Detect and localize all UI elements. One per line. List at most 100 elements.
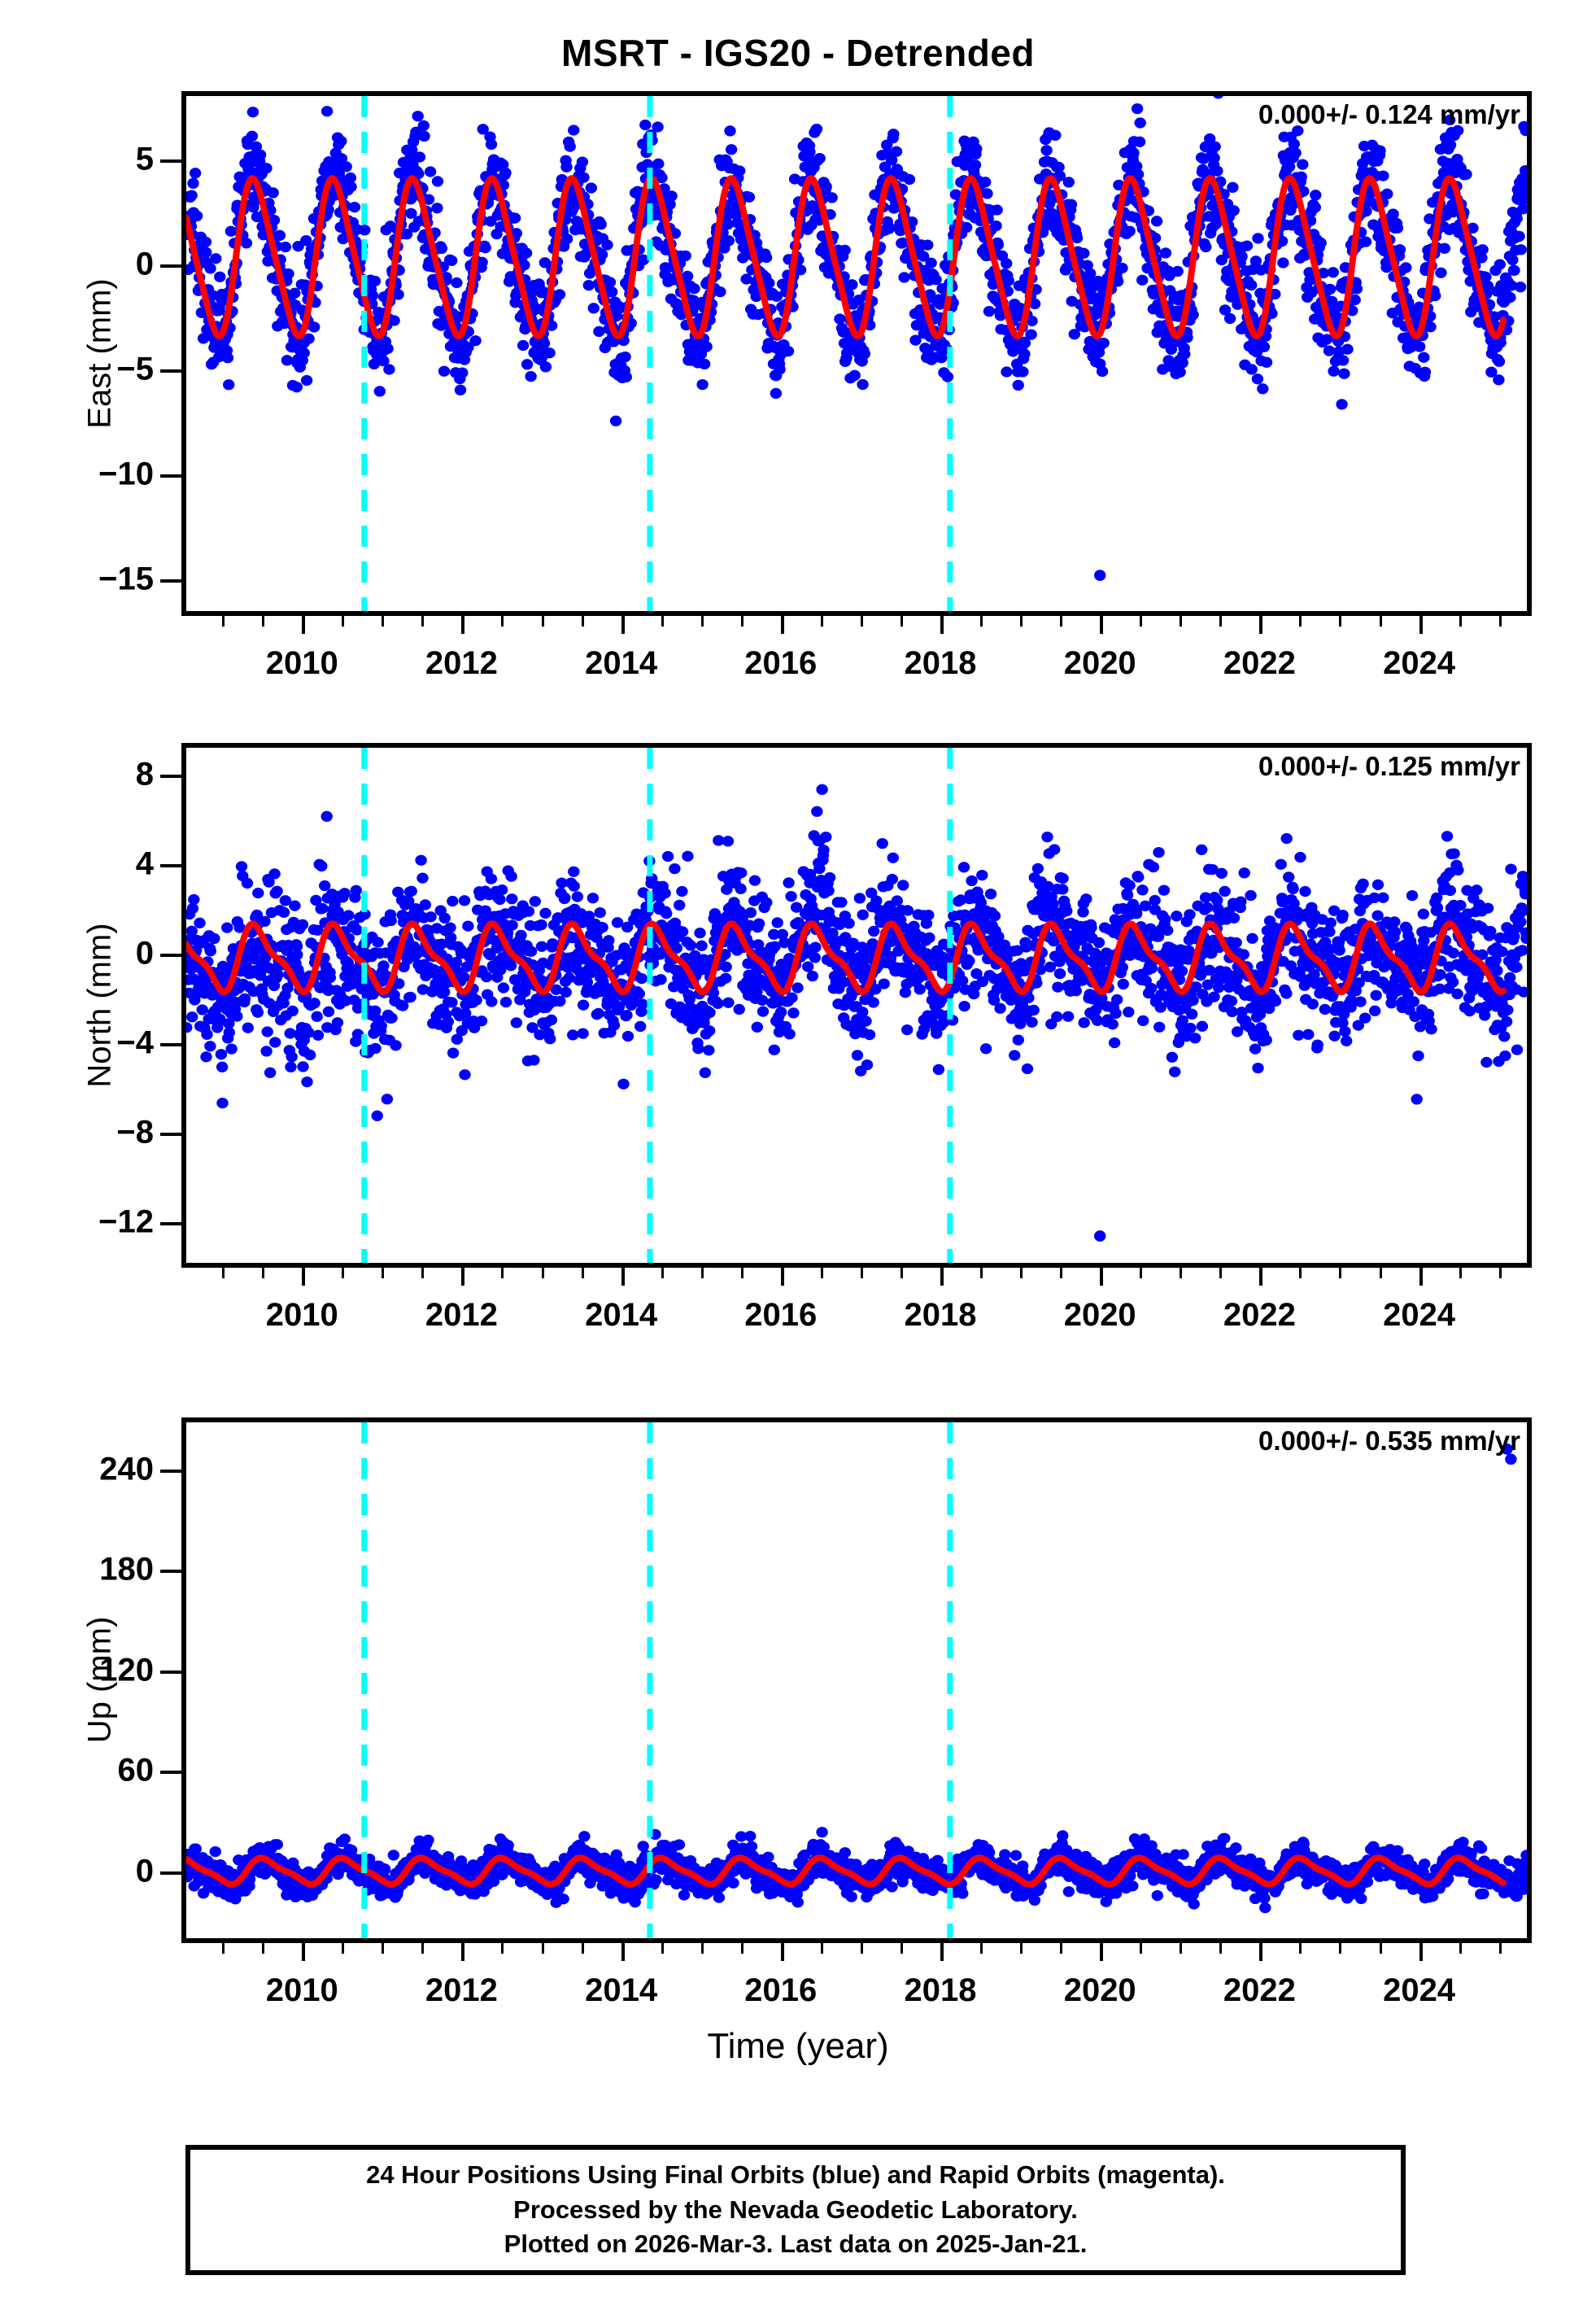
north-xtick-minor [342,1268,345,1278]
north-ytick [160,864,181,868]
up-xtick-minor [541,1943,544,1954]
east-xtick-minor [262,616,265,627]
up-xtick-minor [501,1943,504,1954]
east-xtick-major [1419,616,1423,634]
north-rate-annotation: 0.000+/- 0.125 mm/yr [1258,751,1520,781]
up-ytick-label: 120 [99,1652,154,1688]
east-series-canvas [186,96,1527,611]
north-xtick-minor [1060,1268,1063,1278]
up-xtick-label: 2022 [1223,1972,1296,2008]
north-xtick-minor [421,1268,425,1278]
east-xtick-minor [541,616,544,627]
east-xtick-label: 2018 [904,645,977,681]
north-series-canvas [186,748,1527,1263]
east-xtick-minor [1140,616,1143,627]
north-xtick-major [940,1268,944,1286]
north-xtick-minor [700,1268,704,1278]
north-xtick-label: 2022 [1223,1297,1296,1333]
panel-north-plot [186,748,1527,1263]
east-xtick-label: 2020 [1063,645,1136,681]
up-ytick-label: 0 [135,1853,154,1889]
up-xtick-minor [1140,1943,1143,1954]
east-xtick-label: 2024 [1383,645,1456,681]
east-xtick-minor [1339,616,1342,627]
up-xtick-minor [820,1943,823,1954]
east-xtick-minor [1020,616,1023,627]
north-ytick-label: 0 [135,935,154,972]
up-xtick-minor [1498,1943,1502,1954]
east-xtick-major [302,616,306,634]
north-xtick-minor [1339,1268,1342,1278]
north-xtick-minor [900,1268,903,1278]
east-xtick-minor [421,616,425,627]
panel-east-plot [186,96,1527,611]
up-xtick-minor [1060,1943,1063,1954]
east-xtick-minor [222,616,225,627]
north-xtick-label: 2016 [744,1297,818,1333]
up-xtick-minor [1459,1943,1462,1954]
north-xtick-minor [860,1268,863,1278]
north-xtick-minor [980,1268,983,1278]
north-xtick-label: 2024 [1383,1297,1456,1333]
north-xtick-minor [740,1268,743,1278]
north-ytick-label: −12 [98,1203,154,1240]
east-rate-annotation: 0.000+/- 0.124 mm/yr [1258,99,1520,129]
east-xtick-minor [501,616,504,627]
up-xtick-major [621,1943,625,1961]
north-ytick-label: −8 [116,1114,154,1151]
up-xtick-minor [1339,1943,1342,1954]
north-ytick [160,1133,181,1137]
up-xtick-major [302,1943,306,1961]
north-xtick-label: 2010 [265,1297,338,1333]
up-xtick-minor [421,1943,425,1954]
up-xtick-minor [860,1943,863,1954]
up-ytick [160,1771,181,1775]
east-xtick-label: 2022 [1223,645,1296,681]
north-ytick [160,775,181,779]
up-xtick-major [461,1943,465,1961]
east-xtick-minor [1379,616,1382,627]
north-xtick-label: 2012 [425,1297,498,1333]
up-xtick-minor [581,1943,584,1954]
north-xtick-label: 2018 [904,1297,977,1333]
north-xtick-minor [661,1268,664,1278]
up-xtick-minor [382,1943,385,1954]
east-xtick-minor [1498,616,1502,627]
east-xtick-minor [900,616,903,627]
north-xtick-major [1259,1268,1263,1286]
north-xtick-major [461,1268,465,1286]
panel-north: 0.000+/- 0.125 mm/yr North (mm) 8 4 0 −4 −8 −… [82,743,1532,1333]
up-xtick-major [1419,1943,1423,1961]
up-xtick-label: 2012 [425,1972,498,2008]
east-ytick [160,264,181,268]
north-xtick-minor [1299,1268,1302,1278]
east-ytick [160,369,181,373]
up-ytick [160,1570,181,1574]
north-xtick-minor [1459,1268,1462,1278]
footer-caption-box: 24 Hour Positions Using Final Orbits (bl… [185,2145,1406,2275]
up-xtick-label: 2020 [1063,1972,1136,2008]
east-xtick-label: 2014 [585,645,658,681]
north-xtick-minor [820,1268,823,1278]
east-xtick-minor [740,616,743,627]
east-xtick-minor [581,616,584,627]
east-ytick-label: −15 [98,561,154,597]
up-ytick-label: 240 [99,1451,154,1487]
panel-up: 0.000+/- 0.535 mm/yr Up (mm) 240 180 120 60… [82,1417,1532,2008]
up-ytick-label: 180 [99,1551,154,1588]
up-ytick [160,1469,181,1473]
east-xtick-minor [980,616,983,627]
north-xtick-major [780,1268,784,1286]
north-xtick-minor [1498,1268,1502,1278]
up-xtick-label: 2018 [904,1972,977,2008]
east-xtick-major [1100,616,1104,634]
east-ytick [160,579,181,583]
east-xtick-major [621,616,625,634]
east-xtick-minor [1299,616,1302,627]
north-xtick-label: 2020 [1063,1297,1136,1333]
footer-line-1: 24 Hour Positions Using Final Orbits (bl… [366,2160,1225,2189]
east-xtick-major [780,616,784,634]
up-xtick-major [1100,1943,1104,1961]
north-xtick-minor [1020,1268,1023,1278]
east-ytick-label: 0 [135,246,154,282]
